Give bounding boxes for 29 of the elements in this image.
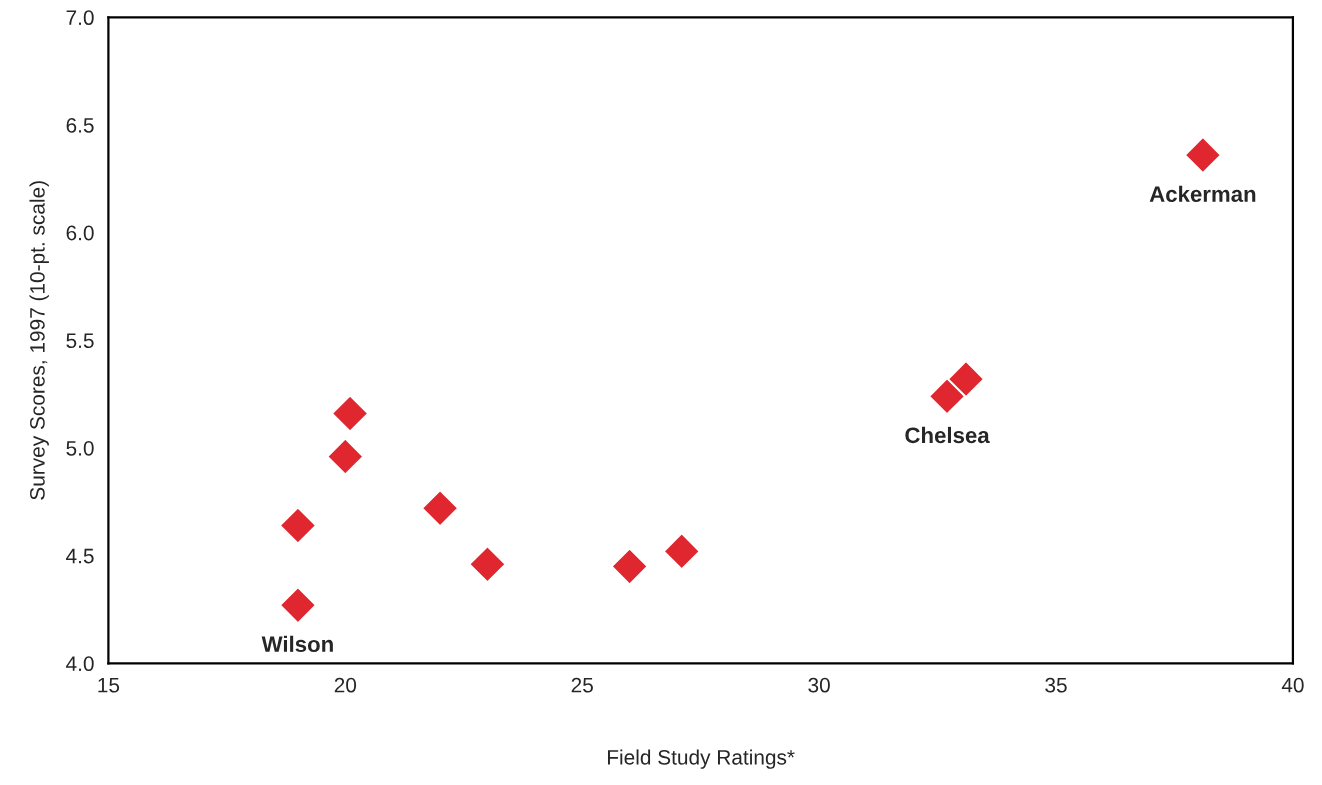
y-tick-label: 6.0 bbox=[66, 225, 94, 241]
point bbox=[279, 506, 317, 545]
x-axis-title: Field Study Ratings* bbox=[608, 749, 795, 769]
x-tick-label: 30 bbox=[808, 677, 830, 693]
x-tick-label: 25 bbox=[571, 677, 593, 693]
point bbox=[326, 437, 364, 476]
y-axis-title: Survey Scores, 1997 (10-pt. scale) bbox=[29, 181, 49, 500]
point bbox=[610, 547, 649, 586]
y-tick-label: 5.5 bbox=[66, 333, 94, 349]
y-tick-label: 6.5 bbox=[66, 117, 94, 133]
y-tick-label: 5.0 bbox=[66, 440, 94, 456]
point bbox=[279, 586, 317, 624]
annotation: Ackerman bbox=[1149, 185, 1256, 202]
point bbox=[421, 489, 459, 527]
point bbox=[468, 545, 507, 583]
point bbox=[331, 394, 369, 433]
x-tick-label: 20 bbox=[334, 677, 357, 693]
y-tick-label: 7.0 bbox=[66, 10, 94, 26]
annotation: Wilson bbox=[261, 635, 333, 653]
x-tick-label: 15 bbox=[98, 677, 120, 693]
y-tick-label: 4.0 bbox=[66, 656, 94, 672]
x-tick-label: 40 bbox=[1281, 677, 1304, 693]
x-tick-label: 35 bbox=[1045, 677, 1067, 693]
point bbox=[928, 377, 966, 415]
y-tick-label: 4.5 bbox=[66, 548, 94, 564]
point bbox=[947, 360, 985, 398]
annotation: Chelsea bbox=[905, 426, 990, 444]
point bbox=[663, 532, 701, 571]
point bbox=[1184, 136, 1222, 174]
